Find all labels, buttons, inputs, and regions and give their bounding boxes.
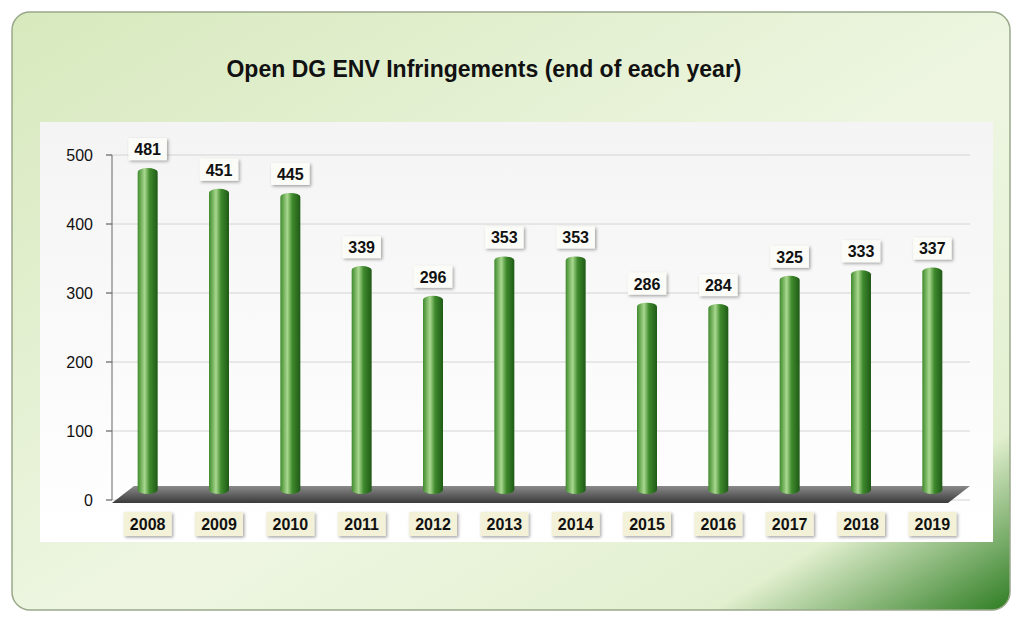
data-label-box	[271, 163, 310, 185]
x-tick-label: 2009	[201, 516, 237, 533]
bar	[780, 276, 800, 494]
data-label: 325	[776, 249, 803, 266]
data-label: 333	[848, 243, 875, 260]
floor	[112, 486, 970, 503]
tick-mark	[106, 431, 112, 432]
x-tick-label: 2015	[629, 516, 665, 533]
bar	[280, 193, 300, 494]
data-label: 286	[634, 276, 661, 293]
grid-line	[112, 362, 970, 363]
bar	[851, 270, 871, 494]
x-tick-label: 2019	[915, 516, 951, 533]
category-label-box	[124, 512, 172, 536]
data-label-box	[342, 236, 381, 258]
x-tick-label: 2008	[130, 516, 166, 533]
bar	[708, 304, 728, 494]
data-label: 481	[134, 141, 161, 158]
x-tick-label: 2012	[415, 516, 451, 533]
data-label: 339	[348, 239, 375, 256]
x-tick-label: 2010	[273, 516, 309, 533]
y-axis-line	[112, 155, 113, 500]
grid-line	[112, 431, 970, 432]
category-label-box	[623, 512, 671, 536]
x-tick-label: 2013	[487, 516, 523, 533]
category-label-box	[837, 512, 885, 536]
tick-mark	[106, 224, 112, 225]
bar	[352, 266, 372, 494]
y-tick-label: 200	[66, 354, 93, 371]
background-panel	[12, 12, 1010, 610]
chart-title: Open DG ENV Infringements (end of each y…	[226, 56, 741, 82]
bar	[637, 303, 657, 494]
bar	[423, 296, 443, 494]
data-label-box	[842, 240, 881, 262]
data-label: 445	[277, 166, 304, 183]
tick-mark	[106, 362, 112, 363]
x-tick-label: 2017	[772, 516, 808, 533]
data-label-box	[628, 273, 667, 295]
plot-background	[40, 122, 993, 542]
category-label-box	[338, 512, 386, 536]
grid-line	[112, 155, 970, 156]
data-label: 353	[491, 229, 518, 246]
x-tick-label: 2018	[843, 516, 879, 533]
data-label: 337	[919, 240, 946, 257]
category-label-box	[409, 512, 457, 536]
category-label-box	[266, 512, 314, 536]
y-tick-label: 500	[66, 147, 93, 164]
x-tick-label: 2014	[558, 516, 594, 533]
data-label: 451	[206, 162, 233, 179]
category-label-box	[908, 512, 956, 536]
category-label-box	[766, 512, 814, 536]
y-tick-label: 0	[84, 492, 93, 509]
x-tick-label: 2011	[344, 516, 379, 533]
bar	[494, 256, 514, 494]
bar	[922, 267, 942, 494]
tick-mark	[106, 155, 112, 156]
data-label: 296	[420, 269, 447, 286]
data-label-box	[485, 226, 524, 248]
chart-svg: Open DG ENV Infringements (end of each y…	[0, 0, 1022, 622]
bar	[209, 189, 229, 494]
data-label-box	[770, 246, 809, 268]
data-label-box	[699, 274, 738, 296]
data-label-box	[128, 138, 167, 160]
category-label-box	[480, 512, 528, 536]
y-tick-label: 300	[66, 285, 93, 302]
grid-line	[112, 224, 970, 225]
category-label-box	[195, 512, 243, 536]
data-label-box	[913, 237, 952, 259]
data-label-box	[200, 159, 239, 181]
data-label-box	[414, 266, 453, 288]
tick-mark	[106, 500, 112, 501]
bar	[566, 256, 586, 494]
bar	[138, 168, 158, 494]
x-tick-label: 2016	[701, 516, 737, 533]
category-label-box	[552, 512, 600, 536]
bars	[138, 168, 943, 494]
data-label-box	[556, 226, 595, 248]
y-tick-label: 100	[66, 423, 93, 440]
data-label: 284	[705, 277, 732, 294]
data-label: 353	[562, 229, 589, 246]
grid-line	[112, 293, 970, 294]
tick-mark	[106, 293, 112, 294]
y-tick-label: 400	[66, 216, 93, 233]
chart-container: Open DG ENV Infringements (end of each y…	[0, 0, 1022, 622]
category-label-box	[694, 512, 742, 536]
